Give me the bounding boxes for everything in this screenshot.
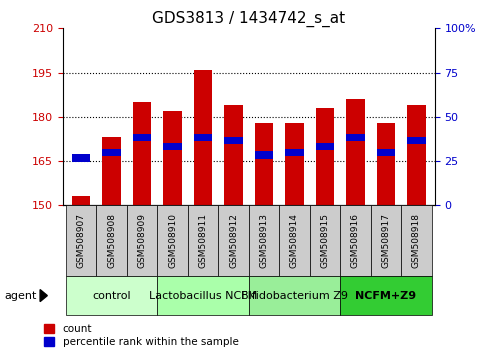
- Bar: [188, 205, 218, 276]
- Bar: [218, 205, 249, 276]
- Bar: [133, 102, 151, 205]
- Bar: [194, 70, 212, 205]
- Bar: [316, 108, 334, 205]
- Bar: [72, 154, 90, 162]
- Bar: [377, 149, 395, 156]
- Bar: [346, 134, 365, 141]
- Bar: [225, 137, 242, 144]
- Bar: [96, 205, 127, 276]
- Bar: [346, 99, 365, 205]
- Bar: [401, 205, 432, 276]
- Bar: [377, 123, 395, 205]
- Bar: [133, 134, 151, 141]
- Bar: [249, 276, 340, 315]
- Text: GSM508914: GSM508914: [290, 213, 299, 268]
- Bar: [316, 143, 334, 150]
- Text: GSM508908: GSM508908: [107, 213, 116, 268]
- Bar: [72, 196, 90, 205]
- Text: Bifidobacterium Z9: Bifidobacterium Z9: [241, 291, 348, 301]
- Bar: [407, 137, 426, 144]
- Text: GSM508910: GSM508910: [168, 213, 177, 268]
- Text: control: control: [92, 291, 131, 301]
- Legend: count, percentile rank within the sample: count, percentile rank within the sample: [44, 324, 239, 347]
- Text: GSM508907: GSM508907: [77, 213, 85, 268]
- Title: GDS3813 / 1434742_s_at: GDS3813 / 1434742_s_at: [152, 11, 345, 27]
- Bar: [255, 152, 273, 159]
- Bar: [102, 149, 121, 156]
- Text: GSM508913: GSM508913: [259, 213, 269, 268]
- Text: Lactobacillus NCFM: Lactobacillus NCFM: [149, 291, 257, 301]
- Text: GSM508918: GSM508918: [412, 213, 421, 268]
- Bar: [66, 276, 157, 315]
- Bar: [157, 276, 249, 315]
- Text: GSM508915: GSM508915: [320, 213, 329, 268]
- Bar: [285, 149, 304, 156]
- Bar: [102, 137, 121, 205]
- Text: GSM508909: GSM508909: [138, 213, 146, 268]
- Text: GSM508912: GSM508912: [229, 213, 238, 268]
- Bar: [340, 276, 432, 315]
- Bar: [194, 134, 212, 141]
- Bar: [279, 205, 310, 276]
- Bar: [163, 143, 182, 150]
- Text: GSM508916: GSM508916: [351, 213, 360, 268]
- Bar: [66, 205, 96, 276]
- Bar: [249, 205, 279, 276]
- Bar: [255, 123, 273, 205]
- Text: NCFM+Z9: NCFM+Z9: [355, 291, 416, 301]
- Bar: [370, 205, 401, 276]
- Bar: [225, 105, 242, 205]
- Bar: [157, 205, 188, 276]
- Bar: [163, 111, 182, 205]
- Text: agent: agent: [5, 291, 37, 301]
- Text: GSM508917: GSM508917: [382, 213, 390, 268]
- Bar: [407, 105, 426, 205]
- Bar: [310, 205, 340, 276]
- Bar: [285, 123, 304, 205]
- Polygon shape: [40, 290, 47, 302]
- Bar: [340, 205, 370, 276]
- Text: GSM508911: GSM508911: [199, 213, 208, 268]
- Bar: [127, 205, 157, 276]
